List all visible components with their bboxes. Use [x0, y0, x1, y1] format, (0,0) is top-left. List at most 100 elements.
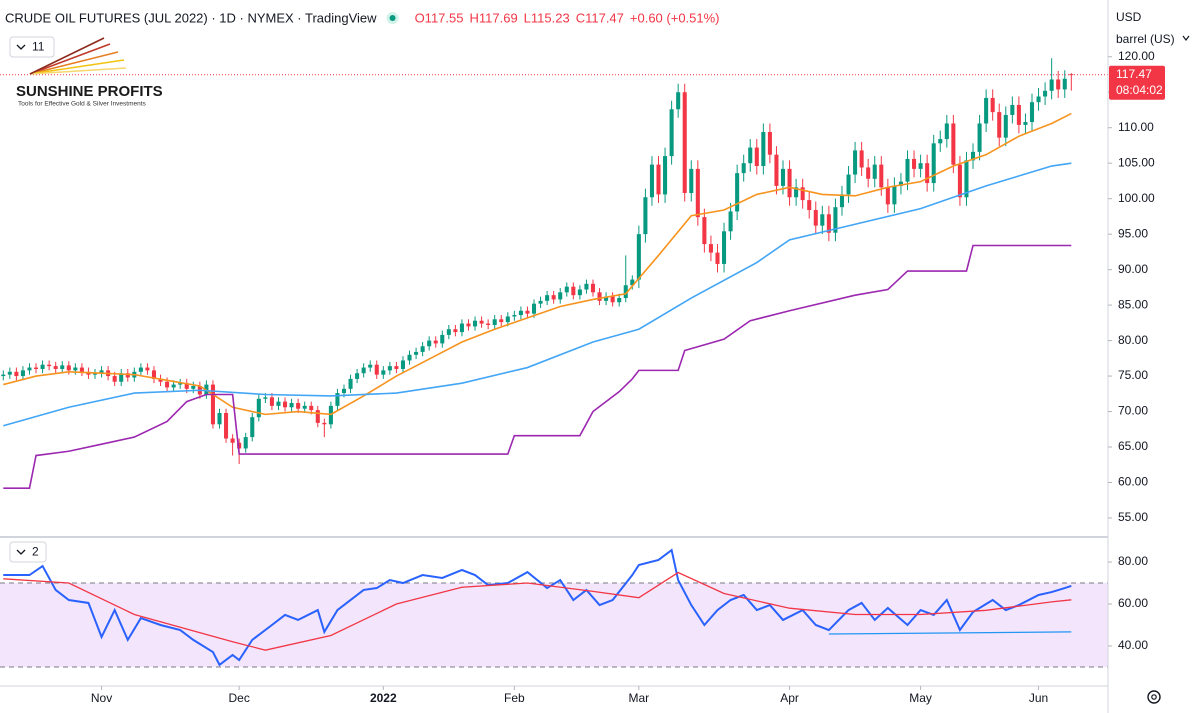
candle-body	[918, 163, 923, 169]
candle-body	[79, 367, 84, 372]
candle-body	[243, 437, 248, 449]
candle-body	[14, 371, 19, 377]
candle-body	[538, 300, 543, 304]
candle-body	[938, 139, 943, 144]
logo-ray	[29, 37, 105, 75]
y-tick-label: 70.00	[1118, 404, 1148, 418]
candle-body	[427, 340, 432, 347]
y-tick-label: 100.00	[1118, 191, 1155, 205]
chevron-icon	[16, 44, 26, 50]
candle-body	[138, 367, 143, 372]
candle-body	[708, 244, 713, 253]
y-tick-label: 120.00	[1118, 49, 1155, 63]
candle-body	[826, 214, 831, 233]
candle-body	[1036, 96, 1041, 103]
overlay-line	[3, 162, 1072, 427]
candle-body	[486, 323, 491, 325]
candle-body	[853, 150, 858, 175]
candle-body	[754, 147, 759, 167]
logo-ray	[29, 43, 111, 75]
legend-value: O117.55	[415, 10, 464, 25]
candle-body	[296, 403, 301, 409]
candle-body	[479, 320, 484, 324]
candle-body	[912, 158, 917, 169]
candle-body	[748, 147, 753, 164]
candle-body	[892, 185, 897, 205]
axes-layer: 55.00 60.00 65.00 70.00 75.00 80.00 85.00 90.00…	[0, 0, 1165, 713]
currency[interactable]: USD	[1116, 10, 1142, 24]
y-tick-label: 75.00	[1118, 368, 1148, 382]
overlay-line	[3, 112, 1072, 416]
status-dot-core	[389, 15, 396, 21]
candle-body	[348, 378, 353, 389]
x-tick-label: Mar	[629, 691, 650, 705]
x-tick-label: Dec	[228, 691, 249, 705]
y-tick-label: 90.00	[1118, 262, 1148, 276]
legend-value: H117.69	[469, 10, 517, 25]
candle-body	[859, 150, 864, 168]
candle-body	[400, 360, 405, 369]
candle-body	[663, 156, 668, 195]
candle-body	[643, 197, 648, 235]
badge-box[interactable]	[9, 541, 47, 563]
candle-body	[53, 366, 58, 369]
candle-body	[112, 376, 117, 382]
candle-body	[649, 164, 654, 198]
candle-body	[944, 123, 949, 140]
candle-body	[237, 442, 242, 449]
unit[interactable]: barrel (US)	[1116, 32, 1175, 46]
indicator-count: 2	[32, 545, 39, 559]
candle-body	[60, 365, 65, 369]
candle-body	[73, 367, 78, 371]
y-tick-label: 110.00	[1118, 120, 1154, 134]
candle-body	[702, 217, 707, 245]
y-tick-label: 65.00	[1118, 439, 1148, 453]
candle-body	[184, 383, 189, 389]
candle-body	[525, 310, 530, 314]
candle-body	[839, 194, 845, 208]
candle-body	[224, 412, 229, 439]
logo-rays	[29, 37, 127, 75]
logo-tagline: Tools for Effective Gold & Silver Invest…	[18, 101, 147, 108]
candle-body	[171, 384, 176, 388]
candle-body	[780, 168, 786, 186]
candle-body	[1, 374, 6, 377]
candle-body	[446, 329, 451, 335]
y-tick-label: 95.00	[1118, 226, 1148, 240]
candle-body	[872, 164, 877, 179]
candle-body	[99, 370, 104, 374]
candle-body	[355, 373, 360, 379]
logo-ray	[29, 59, 125, 75]
overlay-line	[3, 244, 1072, 489]
candle-body	[564, 286, 569, 293]
candle-body	[315, 410, 320, 423]
candle-body	[459, 323, 464, 333]
badge-box[interactable]	[9, 36, 55, 58]
background-layer	[0, 582, 1108, 668]
candle-body	[368, 364, 373, 368]
candle-body	[531, 303, 537, 314]
candle-body	[1062, 78, 1067, 90]
candle-body	[977, 123, 982, 152]
candle-body	[414, 351, 419, 355]
candle-body	[119, 373, 124, 382]
logo-ray	[29, 51, 119, 75]
candle-body	[800, 187, 805, 201]
candle-body	[92, 373, 98, 375]
unit-chevron[interactable]	[1182, 35, 1190, 41]
x-tick-label: Apr	[780, 691, 799, 705]
candle-body	[309, 405, 314, 411]
main-indicator-toggle[interactable]: 11	[9, 36, 55, 58]
candle-body	[420, 346, 425, 352]
candle-body	[505, 316, 510, 323]
logo: SUNSHINE PROFITS Tools for Effective Gol…	[16, 37, 163, 108]
candle-body	[636, 234, 641, 280]
settings-button[interactable]	[1147, 690, 1161, 704]
y-tick-label: 105.00	[1118, 155, 1155, 169]
candle-body	[846, 174, 851, 195]
candle-body	[905, 158, 910, 182]
rsi-indicator-toggle[interactable]: 2	[9, 541, 47, 563]
candle-body	[34, 367, 39, 369]
gear-icon[interactable]	[1147, 690, 1161, 704]
level-band	[0, 583, 1108, 667]
